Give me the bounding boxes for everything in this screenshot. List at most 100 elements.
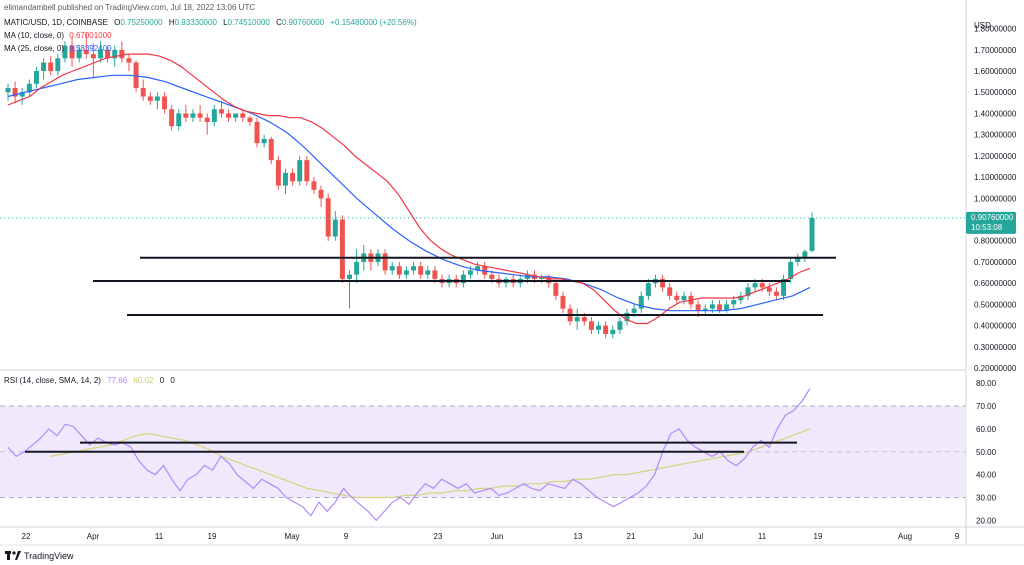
candle-body — [553, 283, 559, 296]
candle-body — [133, 62, 139, 88]
candle-body — [610, 329, 616, 335]
candle-body — [382, 253, 388, 271]
candle-body — [126, 58, 132, 63]
price-axis-currency: USD — [974, 21, 991, 30]
candle-body — [432, 270, 438, 279]
rsi-trend-lines — [25, 441, 797, 453]
candle-body — [738, 295, 744, 301]
candle-body — [681, 295, 687, 301]
candle-body — [332, 219, 338, 237]
symbol-label: MATIC/USD, 1D, COINBASE — [4, 18, 108, 27]
time-tick-label: 19 — [208, 532, 217, 541]
candle-body — [411, 266, 417, 271]
candle-body — [318, 189, 324, 199]
open-label: O — [114, 18, 120, 27]
candle-body — [802, 251, 808, 258]
price-tick-label: 1.60000000 — [974, 67, 1017, 76]
time-tick-label: 22 — [22, 532, 31, 541]
time-tick-label: Jun — [491, 532, 504, 541]
rsi-tick-label: 50.00 — [976, 448, 997, 457]
price-tick-label: 0.40000000 — [974, 322, 1017, 331]
ma25-line — [7, 74, 811, 312]
candle-body — [795, 257, 801, 262]
candle-body — [211, 109, 217, 122]
candle-body — [638, 295, 644, 309]
candle-body — [69, 45, 75, 59]
time-tick-label: 11 — [758, 532, 767, 541]
candle-body — [275, 160, 281, 186]
candle-body — [546, 276, 552, 284]
candle-body — [475, 266, 481, 271]
price-tick-label: 1.30000000 — [974, 131, 1017, 140]
time-tick-label: 23 — [434, 532, 443, 541]
candle-body — [204, 117, 210, 122]
price-tick-label: 1.20000000 — [974, 152, 1017, 161]
ohlc-legend[interactable]: MATIC/USD, 1D, COINBASE O0.75250000 H0.9… — [4, 18, 417, 27]
close-label: C — [276, 18, 282, 27]
price-tick-label: 0.70000000 — [974, 258, 1017, 267]
rsi-legend[interactable]: RSI (14, close, SMA, 14, 2) 77.66 60.02 … — [4, 376, 175, 385]
candle-body — [709, 304, 715, 309]
candle-body — [560, 295, 566, 309]
price-tick-label: 1.70000000 — [974, 46, 1017, 55]
candle-body — [347, 274, 353, 279]
candle-body — [26, 83, 32, 93]
candle-body — [12, 88, 18, 97]
ma25-legend[interactable]: MA (25, close, 0) 0.58392400 — [4, 44, 112, 53]
candle-body — [90, 54, 96, 59]
candle-body — [304, 160, 310, 182]
candles-layer — [5, 32, 815, 339]
time-tick-label: 11 — [155, 532, 164, 541]
candle-body — [98, 49, 103, 59]
candle-body — [147, 96, 153, 101]
candle-body — [105, 49, 111, 59]
change-value: +0.15480000 (+20.56%) — [330, 18, 417, 27]
rsi-tick-label: 80.00 — [976, 379, 997, 388]
price-tick-label: 0.20000000 — [974, 364, 1017, 373]
candle-body — [282, 172, 288, 186]
candle-body — [418, 266, 424, 275]
candle-body — [695, 304, 701, 311]
candle-body — [33, 71, 39, 84]
candle-body — [617, 321, 623, 330]
candle-body — [752, 283, 758, 288]
candle-body — [154, 96, 160, 101]
candle-body — [603, 325, 609, 335]
rsi-extra-value-1: 0 — [160, 376, 165, 385]
candle-body — [766, 287, 772, 292]
candle-body — [354, 261, 360, 275]
time-tick-label: 19 — [814, 532, 823, 541]
candle-body — [197, 113, 203, 118]
candle-body — [240, 113, 246, 118]
price-axis-ticks: 1.80000000 1.70000000 1.60000000 1.50000000… — [974, 25, 1017, 373]
time-tick-label: 13 — [574, 532, 583, 541]
candle-body — [339, 219, 345, 279]
rsi-tick-label: 20.00 — [976, 516, 997, 525]
candle-body — [254, 121, 260, 144]
candle-body — [290, 172, 296, 182]
candle-body — [83, 49, 89, 55]
candle-body — [702, 308, 708, 311]
ma10-value: 0.67001000 — [69, 31, 112, 40]
candle-body — [674, 295, 680, 301]
candle-body — [645, 283, 651, 296]
price-tick-label: 1.40000000 — [974, 109, 1017, 118]
candle-body — [19, 92, 25, 97]
rsi-label: RSI (14, close, SMA, 14, 2) — [4, 376, 101, 385]
time-tick-label: Apr — [87, 532, 100, 541]
time-axis-ticks: 22 Apr 11 19 May 9 23 Jun 13 21 Jul 11 19 Aug 9 — [22, 532, 960, 541]
ma10-legend[interactable]: MA (10, close, 0) 0.67001000 — [4, 31, 112, 40]
candle-body — [190, 113, 196, 118]
candle-body — [112, 49, 118, 59]
candle-body — [631, 308, 637, 313]
support-resistance-lines — [93, 256, 836, 316]
last-price-tag[interactable] — [966, 211, 1016, 234]
published-caption: elimandambell published on TradingView.c… — [4, 3, 255, 12]
tradingview-logo[interactable]: TradingView — [5, 551, 74, 561]
rsi-tick-label: 70.00 — [976, 402, 997, 411]
candle-body — [425, 270, 431, 275]
candle-body — [76, 49, 82, 59]
candle-body — [261, 138, 267, 144]
candle-body — [233, 113, 239, 118]
candle-body — [162, 96, 168, 110]
